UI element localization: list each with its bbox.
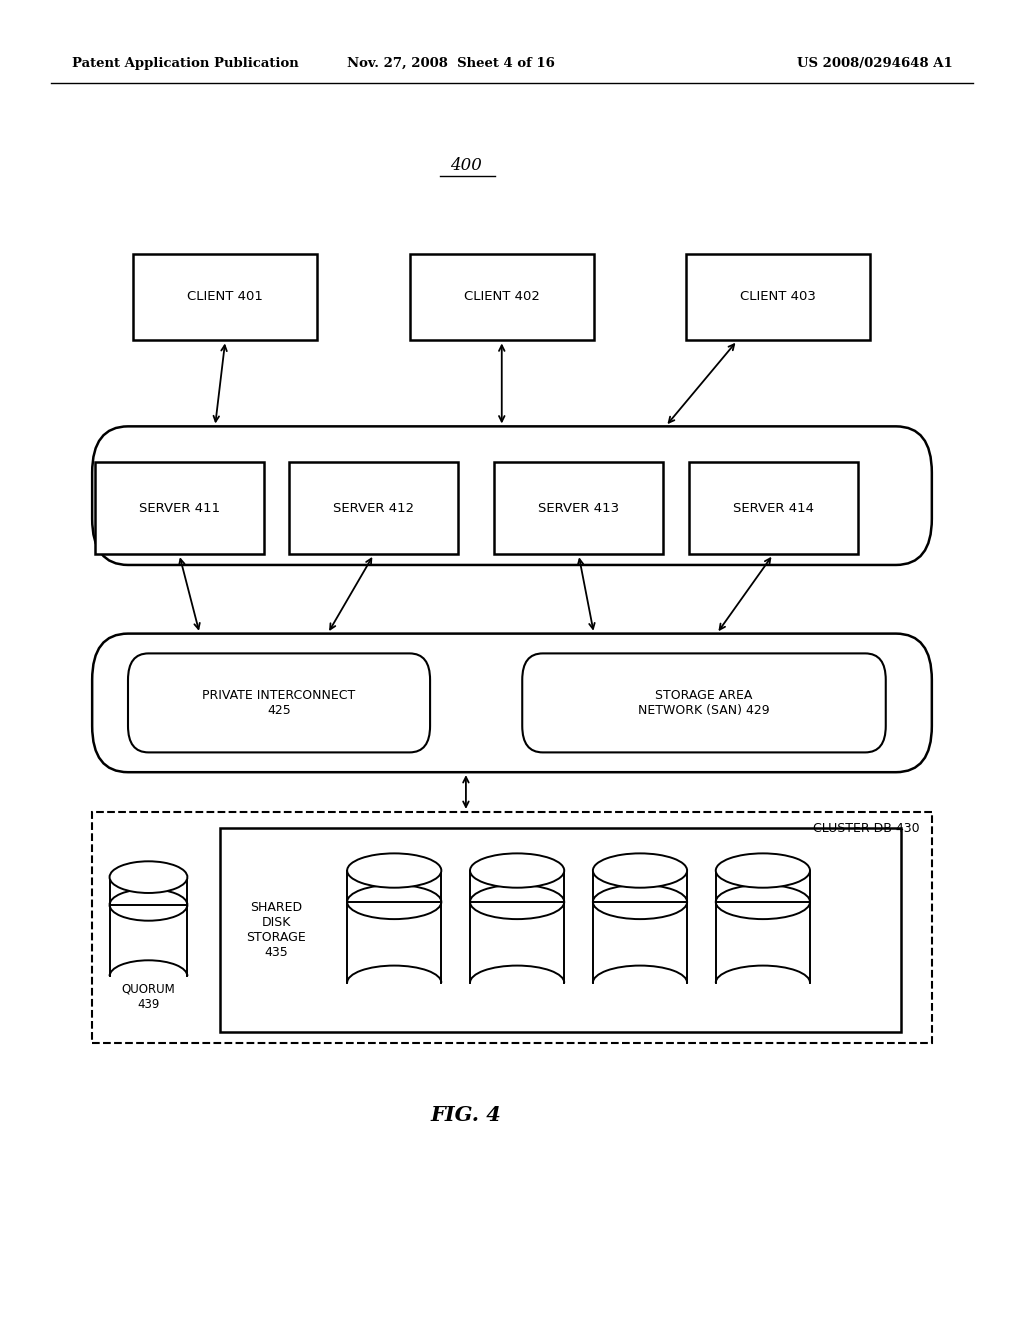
Bar xyxy=(220,828,901,1032)
Text: SERVER 414: SERVER 414 xyxy=(732,502,814,515)
Text: CLIENT 401: CLIENT 401 xyxy=(187,290,263,304)
Bar xyxy=(688,462,858,554)
Text: SERVER 413: SERVER 413 xyxy=(538,502,620,515)
Text: PRIVATE INTERCONNECT
425: PRIVATE INTERCONNECT 425 xyxy=(203,689,355,717)
Text: Nov. 27, 2008  Sheet 4 of 16: Nov. 27, 2008 Sheet 4 of 16 xyxy=(346,57,555,70)
Ellipse shape xyxy=(347,854,441,888)
Bar xyxy=(92,812,932,1043)
Bar xyxy=(470,871,564,982)
Text: FIG. 4: FIG. 4 xyxy=(430,1105,502,1126)
Ellipse shape xyxy=(470,854,564,888)
Bar xyxy=(289,462,459,554)
Bar xyxy=(686,253,870,339)
Text: SERVER 411: SERVER 411 xyxy=(138,502,220,515)
Text: Patent Application Publication: Patent Application Publication xyxy=(72,57,298,70)
Bar xyxy=(716,871,810,982)
Text: SERVER 412: SERVER 412 xyxy=(333,502,415,515)
Bar xyxy=(133,253,317,339)
Ellipse shape xyxy=(110,862,187,892)
Ellipse shape xyxy=(716,854,810,888)
Text: CLIENT 402: CLIENT 402 xyxy=(464,290,540,304)
Ellipse shape xyxy=(593,854,687,888)
Text: QUORUM
439: QUORUM 439 xyxy=(122,982,175,1011)
Bar xyxy=(494,462,664,554)
Text: US 2008/0294648 A1: US 2008/0294648 A1 xyxy=(797,57,952,70)
Text: 400: 400 xyxy=(450,157,482,173)
Text: CLIENT 403: CLIENT 403 xyxy=(740,290,816,304)
FancyBboxPatch shape xyxy=(92,634,932,772)
Bar xyxy=(347,871,441,982)
Bar xyxy=(593,871,687,982)
Bar xyxy=(110,876,187,977)
Text: CLUSTER DB 430: CLUSTER DB 430 xyxy=(813,822,920,836)
FancyBboxPatch shape xyxy=(128,653,430,752)
FancyBboxPatch shape xyxy=(522,653,886,752)
FancyBboxPatch shape xyxy=(92,426,932,565)
Bar xyxy=(94,462,264,554)
Text: SHARED
DISK
STORAGE
435: SHARED DISK STORAGE 435 xyxy=(247,902,306,958)
Text: STORAGE AREA
NETWORK (SAN) 429: STORAGE AREA NETWORK (SAN) 429 xyxy=(638,689,770,717)
Bar xyxy=(410,253,594,339)
